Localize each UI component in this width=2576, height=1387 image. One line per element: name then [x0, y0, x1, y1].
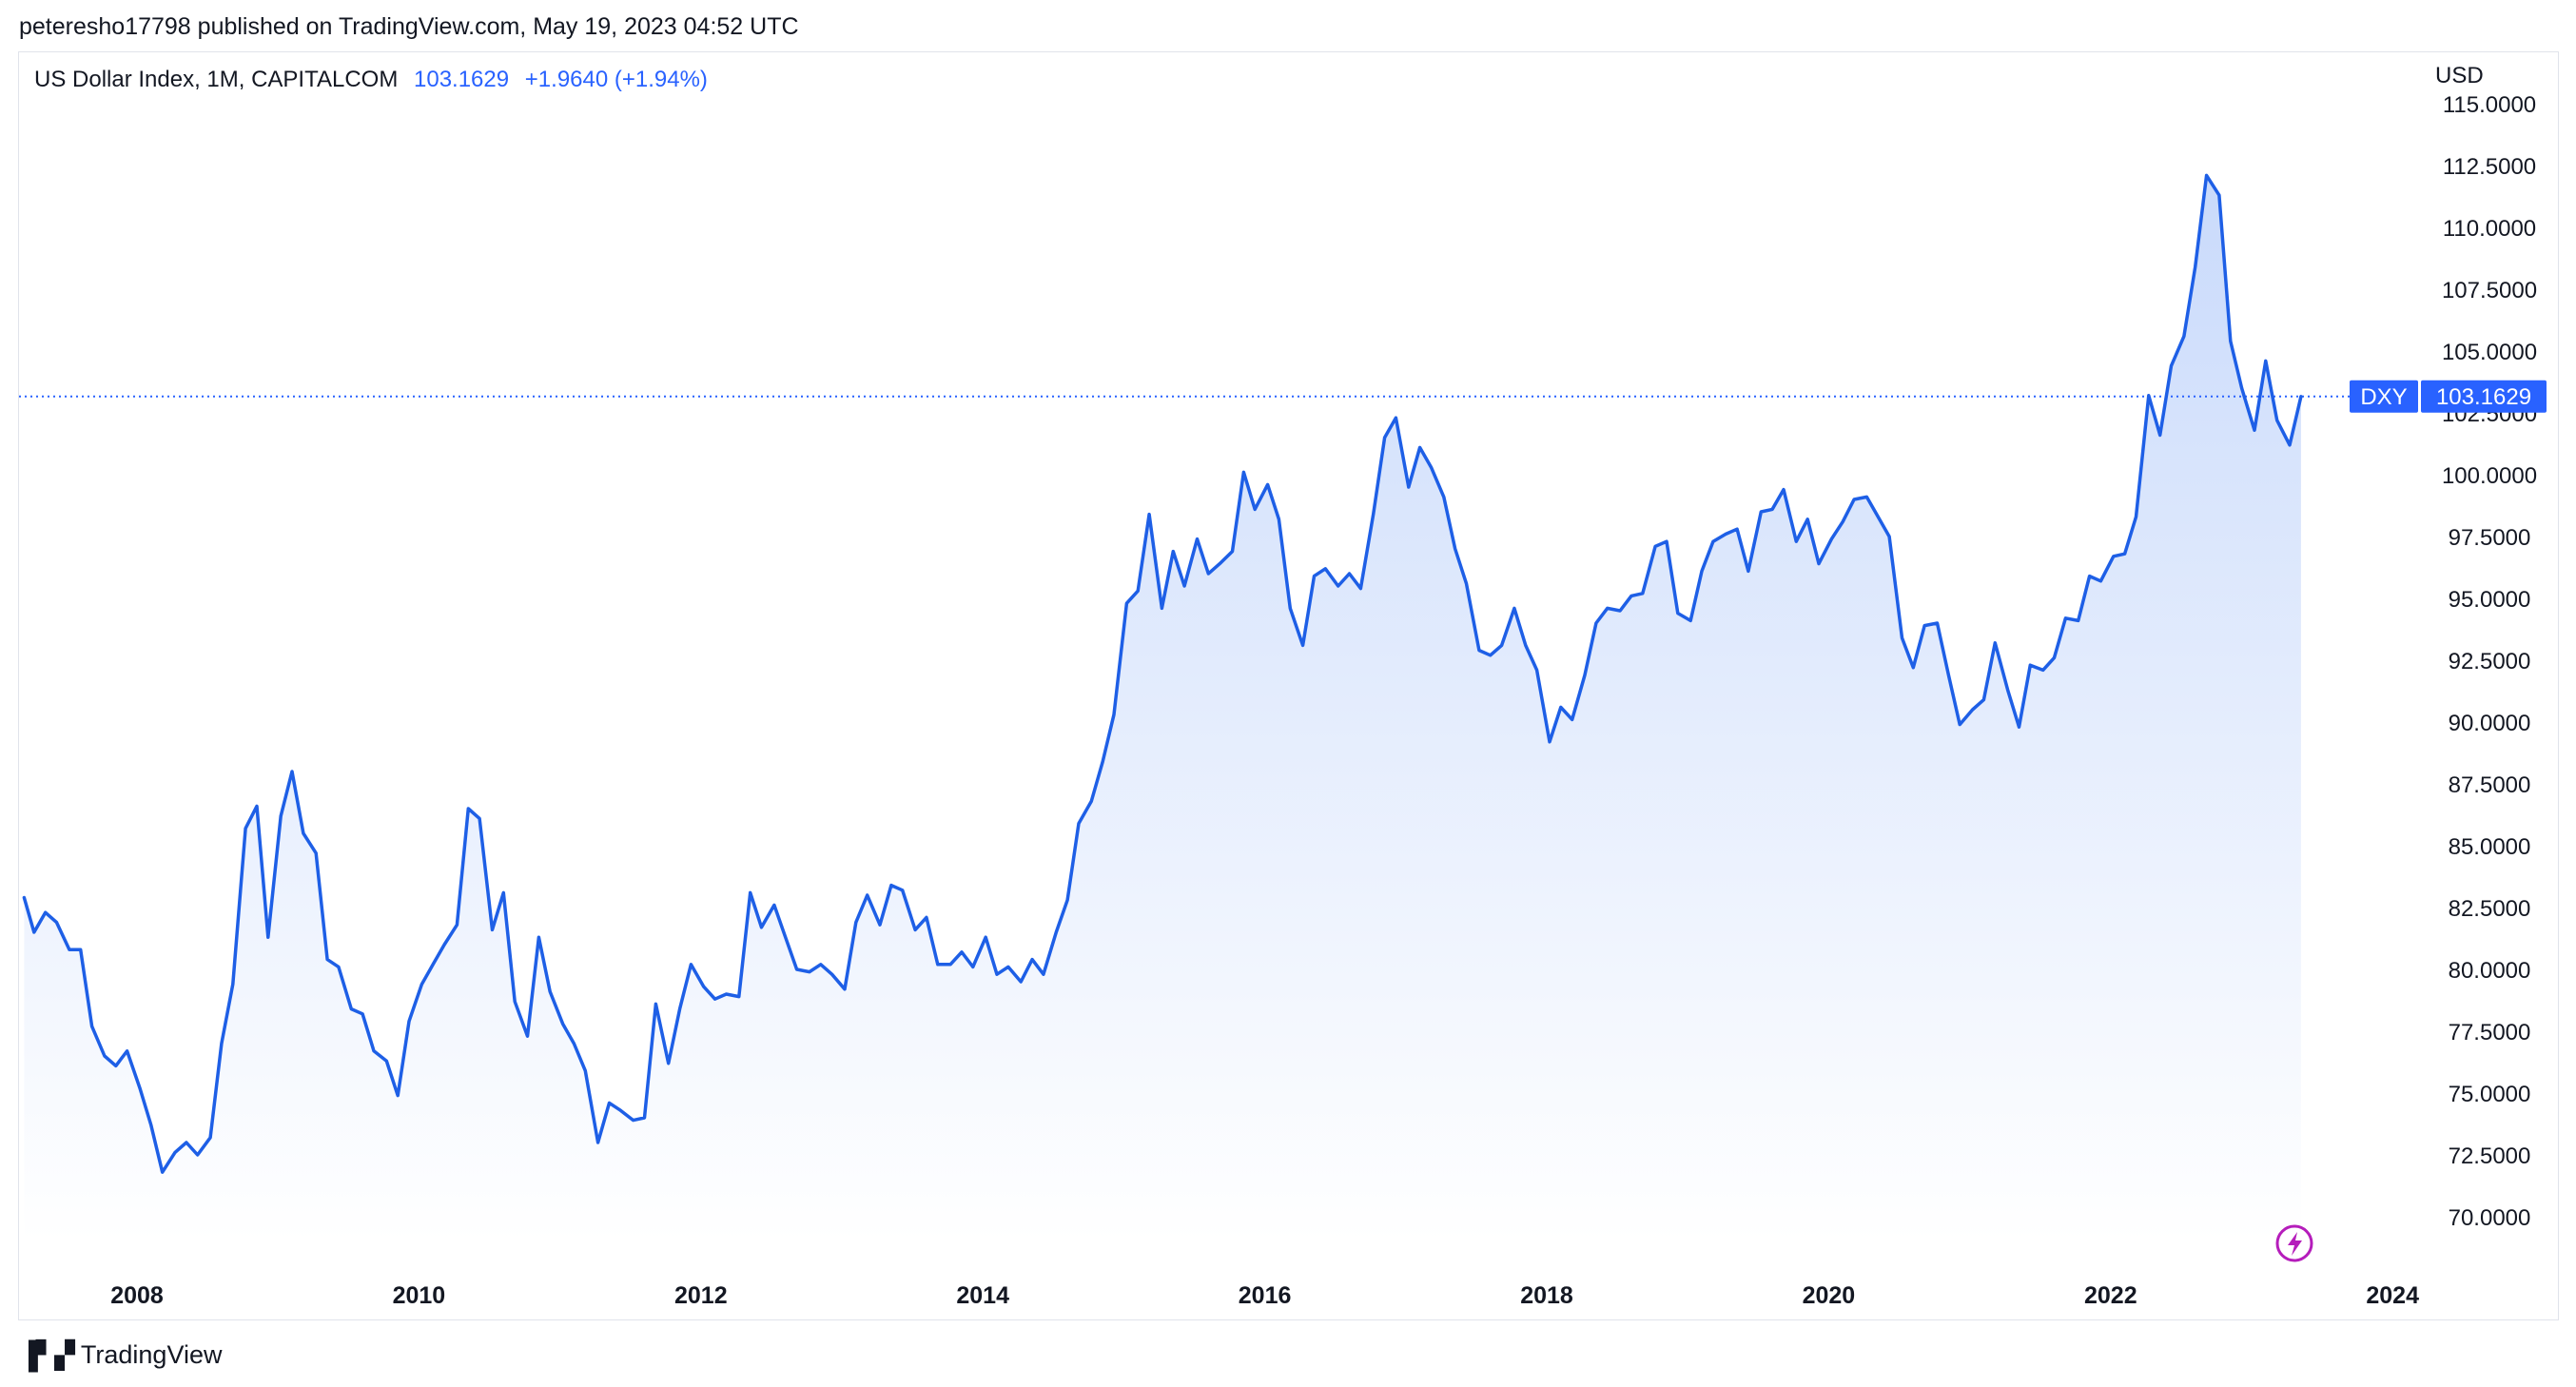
lightning-bolt-icon[interactable]	[2275, 1224, 2313, 1262]
y-tick-label: 100.0000	[2442, 463, 2537, 489]
tradingview-logo[interactable]: ▐▘▞ TradingView	[19, 1339, 223, 1371]
last-value: 103.1629	[414, 67, 510, 92]
x-tick-label: 2024	[2366, 1282, 2419, 1309]
price-area-fill	[24, 175, 2301, 1241]
x-tick-label: 2020	[1803, 1282, 1856, 1309]
y-tick-label: 105.0000	[2442, 340, 2537, 365]
symbol-description[interactable]: US Dollar Index, 1M, CAPITALCOM	[34, 67, 399, 92]
y-tick-label: 107.5000	[2442, 278, 2537, 303]
x-tick-label: 2008	[110, 1282, 164, 1309]
y-tick-label: 75.0000	[2449, 1082, 2531, 1107]
y-tick-label: 97.5000	[2449, 525, 2531, 551]
y-tick-label: 115.0000	[2443, 92, 2536, 118]
y-tick-label: 112.5000	[2443, 154, 2536, 180]
y-tick-label: 80.0000	[2449, 958, 2531, 984]
brand-name: TradingView	[80, 1340, 223, 1369]
currency-label[interactable]: USD	[2435, 63, 2484, 88]
chart-frame	[18, 51, 2559, 1320]
price-change: +1.9640 (+1.94%)	[524, 67, 708, 92]
last-price-value-badge	[2421, 380, 2547, 413]
x-axis[interactable]: 2008 2010 2012 2014 2016 2018 2020 2022 2024	[110, 1282, 2419, 1309]
y-tick-label: 70.0000	[2449, 1205, 2531, 1231]
last-price-value: 103.1629	[2436, 384, 2531, 410]
price-line	[22, 173, 2303, 1174]
x-tick-label: 2018	[1520, 1282, 1573, 1309]
x-tick-label: 2016	[1239, 1282, 1292, 1309]
publisher-line: peteresho17798 published on TradingView.…	[19, 13, 799, 40]
y-tick-label: 87.5000	[2449, 772, 2531, 798]
x-tick-label: 2012	[674, 1282, 728, 1309]
y-tick-label: 77.5000	[2449, 1020, 2531, 1045]
y-tick-label: 90.0000	[2449, 711, 2531, 736]
tradingview-logo-icon: ▐▘▞	[19, 1340, 75, 1370]
y-tick-label: 110.0000	[2443, 216, 2536, 242]
y-tick-label: 72.5000	[2449, 1143, 2531, 1169]
ticker-badge	[2350, 380, 2418, 413]
y-axis[interactable]: 115.0000 112.5000 110.0000 107.5000 105.0000…	[2442, 92, 2537, 1231]
last-price-badge: DXY 103.1629	[2350, 380, 2547, 413]
x-tick-label: 2014	[956, 1282, 1009, 1309]
y-tick-label: 82.5000	[2449, 896, 2531, 922]
y-tick-label: 92.5000	[2449, 649, 2531, 674]
ticker-label: DXY	[2360, 384, 2407, 410]
x-tick-label: 2010	[393, 1282, 446, 1309]
chart-legend: US Dollar Index, 1M, CAPITALCOM 103.1629…	[34, 67, 708, 93]
y-tick-label: 85.0000	[2449, 834, 2531, 860]
y-tick-label: 95.0000	[2449, 587, 2531, 613]
x-tick-label: 2022	[2084, 1282, 2137, 1309]
